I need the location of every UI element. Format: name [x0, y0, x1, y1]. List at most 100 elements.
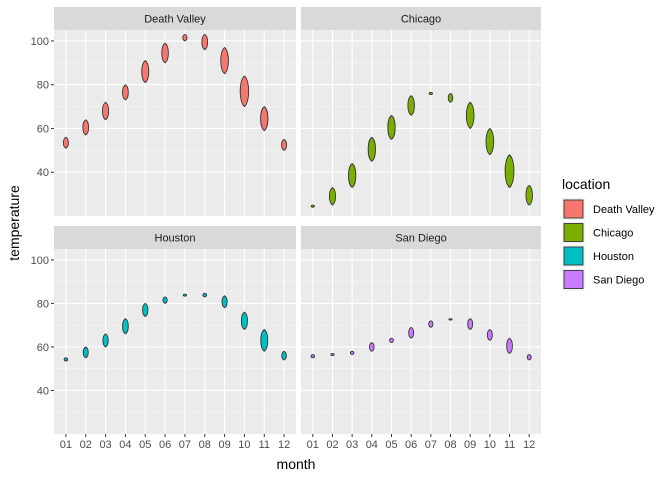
violin-chicago-02: [328, 187, 336, 206]
violin-san-diego-01: [310, 354, 316, 359]
x-tick-label: 06: [405, 439, 417, 451]
violin-death-valley-10: [239, 75, 250, 108]
panel-death-valley: Death Valley: [54, 7, 296, 216]
y-tick-label: 40: [37, 385, 49, 397]
panel-background: [54, 30, 296, 216]
violin-death-valley-04: [122, 84, 129, 101]
y-tick-label: 80: [37, 80, 49, 92]
violin-houston-12: [281, 350, 287, 361]
violin-death-valley-01: [62, 136, 69, 149]
x-tick-label: 01: [307, 439, 319, 451]
y-tick-label: 100: [31, 36, 49, 48]
violin-chicago-12: [525, 184, 533, 206]
x-tick-label: 10: [238, 439, 250, 451]
x-tick-label: 12: [523, 439, 535, 451]
violin-chicago-05: [387, 114, 396, 140]
violin-death-valley-11: [260, 106, 269, 132]
legend-label: Chicago: [593, 228, 633, 240]
x-tick-label: 09: [464, 439, 476, 451]
x-tick-label: 11: [259, 439, 270, 451]
y-tick-label: 60: [37, 342, 49, 354]
x-tick-label: 09: [218, 439, 230, 451]
legend: location Death Valley Chicago Houston San D…: [562, 176, 655, 291]
violin-houston-03: [102, 333, 109, 348]
violin-houston-01: [63, 357, 69, 362]
y-tick-label: 60: [37, 123, 49, 135]
violin-houston-04: [122, 318, 129, 335]
violin-death-valley-02: [82, 119, 90, 136]
x-tick-label: 11: [504, 439, 515, 451]
violin-death-valley-12: [281, 138, 288, 151]
panel-houston: Houston: [54, 226, 296, 434]
violin-chicago-09: [465, 101, 475, 130]
x-tick-label: 05: [139, 439, 151, 451]
violin-san-diego-03: [349, 350, 355, 356]
violin-san-diego-09: [467, 318, 474, 331]
axes: 40 60 80 100 40 60 80 100 01 02 03 04 05 06 07 08 09 10 11…: [31, 36, 536, 451]
violin-death-valley-05: [141, 60, 150, 84]
x-tick-label: 04: [366, 439, 378, 451]
x-tick-label: 10: [484, 439, 496, 451]
violin-san-diego-05: [389, 337, 394, 344]
violin-houston-02: [82, 346, 89, 359]
violin-houston-10: [240, 311, 248, 331]
violin-chicago-06: [407, 95, 415, 116]
violin-houston-06: [162, 296, 168, 304]
violin-houston-09: [221, 295, 228, 309]
panel-background: [301, 30, 541, 216]
facet-strip: [54, 226, 296, 249]
y-tick-label: 40: [37, 167, 49, 179]
x-tick-label: 04: [119, 439, 131, 451]
violin-houston-07: [182, 293, 188, 297]
violin-san-diego-02: [330, 353, 335, 357]
y-tick-label: 80: [37, 298, 49, 310]
x-tick-label: 06: [159, 439, 171, 451]
violin-death-valley-03: [102, 101, 110, 121]
violin-death-valley-09: [220, 46, 229, 75]
facet-strip: [301, 7, 541, 30]
panel-san-diego: San Diego: [301, 226, 541, 434]
x-tick-label: 03: [99, 439, 111, 451]
x-axis-title: month: [277, 456, 316, 472]
x-tick-label: 07: [179, 439, 191, 451]
x-tick-label: 02: [80, 439, 92, 451]
violin-chicago-03: [348, 162, 357, 189]
legend-key-chicago: [563, 223, 584, 242]
x-tick-label: 05: [385, 439, 397, 451]
x-tick-label: 12: [278, 439, 290, 451]
violin-san-diego-11: [506, 337, 513, 354]
x-tick-label: 01: [60, 439, 72, 451]
violin-chicago-04: [367, 136, 376, 162]
violin-chicago-11: [504, 154, 515, 189]
violin-san-diego-08: [448, 318, 453, 321]
x-tick-label: 02: [326, 439, 338, 451]
legend-label: Houston: [593, 251, 634, 263]
violin-houston-08: [202, 292, 208, 298]
y-tick-label: 100: [31, 255, 49, 267]
facet-panels: Death Valley Chicago Houston San Diego: [54, 7, 541, 434]
violin-san-diego-07: [428, 320, 434, 328]
y-axis-title: temperature: [6, 185, 22, 261]
facet-strip-label: Chicago: [401, 14, 441, 26]
violin-san-diego-10: [486, 329, 493, 341]
legend-label: Death Valley: [593, 204, 655, 216]
x-tick-label: 07: [425, 439, 437, 451]
violin-chicago-01: [310, 204, 315, 208]
facet-strip-label: San Diego: [395, 233, 446, 245]
violin-death-valley-07: [182, 33, 188, 42]
violin-death-valley-06: [161, 42, 169, 64]
facet-strip-label: Houston: [155, 233, 196, 245]
violin-houston-05: [142, 302, 149, 317]
violin-death-valley-08: [201, 33, 209, 51]
violin-san-diego-04: [369, 342, 375, 352]
legend-label: San Diego: [593, 275, 644, 287]
facet-strip-label: Death Valley: [144, 14, 206, 26]
violin-chicago-08: [447, 92, 454, 103]
violin-chicago-10: [485, 127, 495, 156]
legend-key-death-valley: [563, 199, 584, 219]
x-tick-label: 08: [199, 439, 211, 451]
violin-chicago-07: [428, 91, 433, 96]
legend-title: location: [562, 176, 610, 192]
legend-key-san-diego: [563, 270, 584, 289]
